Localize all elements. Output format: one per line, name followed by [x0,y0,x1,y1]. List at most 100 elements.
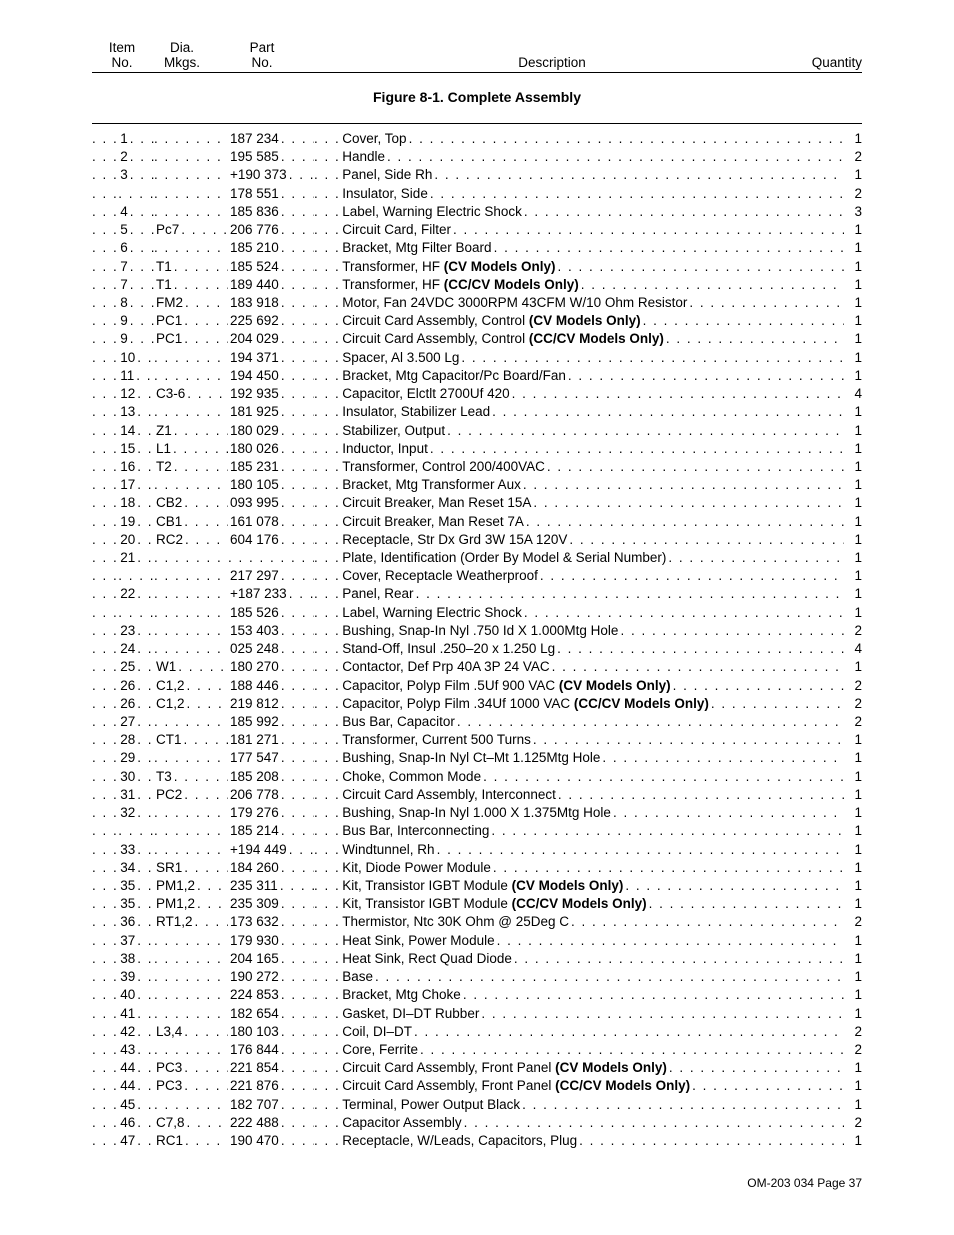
qty-cell: 1 [844,786,862,804]
item-cell: . . . 29 [92,749,154,767]
part-cell: 185 214 [228,822,314,840]
item-no: 4 [118,203,130,221]
item-cell: . . . 23 [92,622,154,640]
part-no: 183 918 [228,294,281,312]
part-no: 173 632 [228,913,281,931]
dia-mkgs: PC1 [154,330,184,348]
qty-cell: 1 [844,804,862,822]
description: Cover, Receptacle Weatherproof [340,567,540,585]
dia-mkgs: Pc7 [154,221,181,239]
dia-cell: T2 [154,458,228,476]
item-no: 46 [118,1114,137,1132]
description: Bracket, Mtg Choke [340,986,463,1004]
item-cell: . . . 15 [92,440,154,458]
description: Bracket, Mtg Transformer Aux [340,476,523,494]
part-cell: 206 776 [228,221,314,239]
part-cell: +190 373 [228,166,314,184]
part-no: 206 778 [228,786,281,804]
qty-cell: 1 [844,1059,862,1077]
desc-cell: . . . Stand-Off, Insul .250–20 x 1.250 L… [314,640,844,658]
part-no: 176 844 [228,1041,281,1059]
table-row: . . . 8FM2183 918. . . Motor, Fan 24VDC … [92,294,862,312]
table-row: . . . 36RT1,2173 632. . . Thermistor, Nt… [92,913,862,931]
dia-cell: PM1,2 [154,895,228,913]
part-cell: 176 844 [228,1041,314,1059]
table-row: . . . 35PM1,2235 309. . . Kit, Transisto… [92,895,862,913]
table-row: . . . 44PC3221 854. . . Circuit Card Ass… [92,1059,862,1077]
item-no: 35 [118,877,137,895]
dia-mkgs: T2 [154,458,174,476]
table-row: . . . 33+194 449. . . Windtunnel, Rh 1 [92,841,862,859]
dia-cell [154,1096,228,1114]
part-cell: 192 935 [228,385,314,403]
dia-cell [154,239,228,257]
item-cell: . . . [92,185,154,203]
qty-cell: 1 [844,895,862,913]
item-no: 47 [118,1132,137,1150]
desc-cell: . . . Insulator, Stabilizer Lead [314,403,844,421]
item-cell: . . . 17 [92,476,154,494]
desc-cell: . . . Heat Sink, Power Module [314,932,844,950]
dia-cell: L3,4 [154,1023,228,1041]
dia-cell [154,950,228,968]
desc-cell: . . . Motor, Fan 24VDC 3000RPM 43CFM W/1… [314,294,844,312]
item-no: 13 [118,403,137,421]
dia-cell: FM2 [154,294,228,312]
item-no: 21 [118,549,137,567]
qty-cell: 1 [844,367,862,385]
item-cell: . . . 1 [92,130,154,148]
dia-cell: C3-6 [154,385,228,403]
table-row: . . . 14Z1180 029. . . Stabilizer, Outpu… [92,422,862,440]
desc-cell: . . . Transformer, HF (CV Models Only) [314,258,844,276]
dia-mkgs: PM1,2 [154,895,197,913]
item-no: 37 [118,932,137,950]
dia-cell: CT1 [154,731,228,749]
qty-cell: 2 [844,713,862,731]
item-cell: . . . 46 [92,1114,154,1132]
table-row: . . . 32179 276. . . Bushing, Snap-In Ny… [92,804,862,822]
description: Inductor, Input [340,440,430,458]
part-cell: 185 524 [228,258,314,276]
qty-cell: 1 [844,166,862,184]
table-row: . . . 44PC3221 876. . . Circuit Card Ass… [92,1077,862,1095]
item-cell: . . . 42 [92,1023,154,1041]
item-cell: . . . 9 [92,312,154,330]
description: Circuit Breaker, Man Reset 7A [340,513,526,531]
header-item-top: Item [92,40,152,55]
header-desc: Description [312,40,792,70]
description: Bushing, Snap-In Nyl 1.000 X 1.375Mtg Ho… [340,804,613,822]
dia-cell: PM1,2 [154,877,228,895]
desc-cell: . . . Bus Bar, Capacitor [314,713,844,731]
item-no: 3 [118,166,130,184]
dia-cell: RC2 [154,531,228,549]
qty-cell: 2 [844,185,862,203]
dia-mkgs: PM1,2 [154,877,197,895]
part-no: 093 995 [228,494,281,512]
qty-cell: 1 [844,950,862,968]
description: Circuit Card, Filter [340,221,453,239]
desc-cell: . . . Bushing, Snap-In Nyl .750 Id X 1.0… [314,622,844,640]
dia-mkgs: L1 [154,440,173,458]
dia-cell: Pc7 [154,221,228,239]
dia-cell: PC3 [154,1077,228,1095]
part-cell: 181 271 [228,731,314,749]
item-cell: . . . 16 [92,458,154,476]
item-cell: . . . 3 [92,166,154,184]
item-no: 7 [118,258,130,276]
qty-cell: 1 [844,604,862,622]
item-no: 23 [118,622,137,640]
part-no: 221 876 [228,1077,281,1095]
dia-cell: PC1 [154,312,228,330]
description: Circuit Card Assembly, Interconnect [340,786,558,804]
qty-cell: 3 [844,203,862,221]
dia-mkgs: C1,2 [154,695,187,713]
description: Heat Sink, Power Module [340,932,496,950]
description: Stand-Off, Insul .250–20 x 1.250 Lg [340,640,557,658]
qty-cell: 1 [844,531,862,549]
dia-cell [154,203,228,221]
dia-cell [154,349,228,367]
table-row: . . . 9PC1225 692. . . Circuit Card Asse… [92,312,862,330]
part-no: 189 440 [228,276,281,294]
desc-cell: . . . Kit, Transistor IGBT Module (CC/CV… [314,895,844,913]
desc-cell: . . . Plate, Identification (Order By Mo… [314,549,844,567]
